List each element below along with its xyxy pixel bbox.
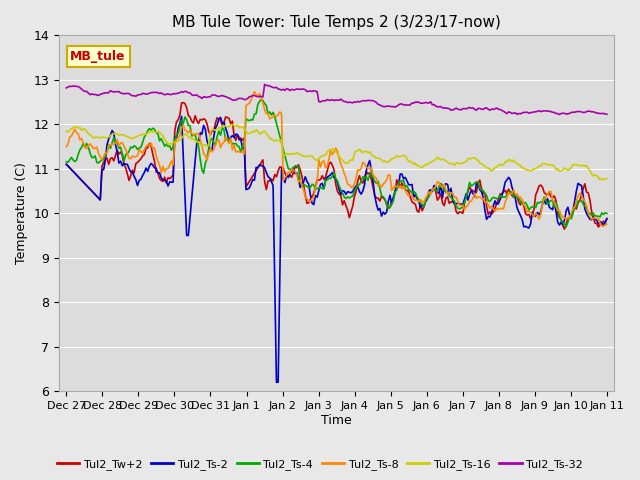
Y-axis label: Temperature (C): Temperature (C) [15,162,28,264]
Text: MB_tule: MB_tule [70,50,125,63]
X-axis label: Time: Time [321,414,352,427]
Title: MB Tule Tower: Tule Temps 2 (3/23/17-now): MB Tule Tower: Tule Temps 2 (3/23/17-now… [172,15,501,30]
Legend: Tul2_Tw+2, Tul2_Ts-2, Tul2_Ts-4, Tul2_Ts-8, Tul2_Ts-16, Tul2_Ts-32: Tul2_Tw+2, Tul2_Ts-2, Tul2_Ts-4, Tul2_Ts… [52,455,588,474]
